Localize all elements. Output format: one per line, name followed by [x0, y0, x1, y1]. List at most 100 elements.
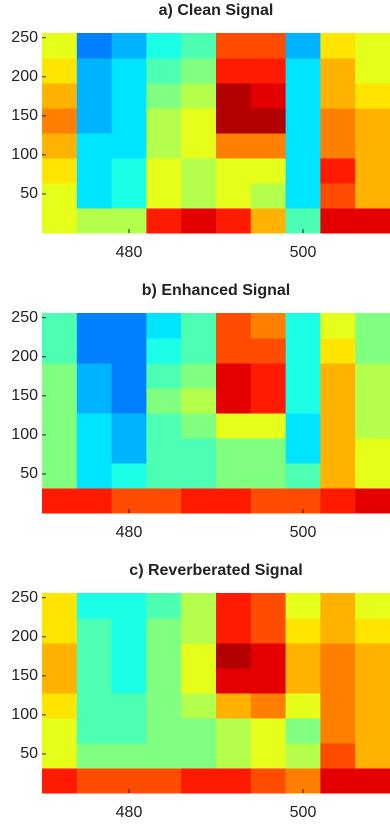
heatmap-cell [250, 158, 287, 184]
heatmap-cell [355, 413, 390, 439]
heatmap-cell [285, 158, 321, 184]
heatmap-cell [181, 668, 217, 694]
heatmap-cell [250, 593, 287, 619]
heatmap-cell [42, 363, 78, 389]
heatmap-cell [181, 208, 217, 234]
heatmap-cell [320, 668, 356, 694]
heatmap-cell [250, 208, 287, 234]
heatmap-cell [355, 768, 390, 794]
heatmap-cell [42, 183, 78, 209]
heatmap-cell [285, 438, 321, 464]
heatmap-cell [216, 58, 252, 84]
heatmap-cell [355, 133, 390, 159]
heatmap-cell [76, 618, 113, 644]
heatmap-cell [320, 363, 356, 389]
heatmap-cell [146, 743, 182, 769]
heatmap-cell [42, 743, 78, 769]
heatmap-cell [320, 183, 356, 209]
heatmap-cell [76, 133, 113, 159]
heatmap-cell [250, 438, 287, 464]
heatmap-cell [250, 313, 287, 339]
heatmap-cell [181, 618, 217, 644]
heatmap-cell [216, 413, 252, 439]
heatmap-cell [181, 363, 217, 389]
x-tick-label: 480 [116, 524, 143, 541]
heatmap-cell [76, 313, 113, 339]
heatmap-cell [216, 338, 252, 364]
heatmap-cell [111, 183, 147, 209]
y-tick-label: 150 [11, 107, 38, 124]
heatmap-cell [250, 718, 287, 744]
heatmap-cell [76, 438, 113, 464]
heatmap-cell [181, 58, 217, 84]
heatmap-cell [355, 338, 390, 364]
heatmap-cell [355, 643, 390, 669]
heatmap-cell [146, 488, 182, 514]
heatmap-cell [146, 668, 182, 694]
heatmap-cell [111, 133, 147, 159]
heatmap-cell [42, 33, 78, 59]
y-tick-label: 250 [11, 589, 38, 606]
heatmap-cell [42, 593, 78, 619]
heatmap-cell [146, 413, 182, 439]
heatmap-cell [76, 743, 113, 769]
heatmap-cell [146, 338, 182, 364]
y-tick-label: 100 [11, 146, 38, 163]
heatmap-cell [320, 313, 356, 339]
heatmap-cell [320, 463, 356, 489]
heatmap-cell [320, 388, 356, 414]
heatmap-cell [111, 593, 147, 619]
heatmap-cell [216, 618, 252, 644]
heatmap-cell [320, 33, 356, 59]
panel-title: c) Reverberated Signal [129, 562, 302, 579]
heatmap-cell [181, 593, 217, 619]
heatmap-cell [355, 58, 390, 84]
heatmap-cell [76, 718, 113, 744]
heatmap-cell [76, 83, 113, 109]
y-tick-label: 150 [11, 667, 38, 684]
heatmap-cell [111, 58, 147, 84]
heatmap-cell [320, 208, 356, 234]
heatmap-cell [181, 768, 217, 794]
heatmap-cell [181, 183, 217, 209]
y-tick-label: 200 [11, 348, 38, 365]
heatmap-cell [320, 643, 356, 669]
heatmap-cell [285, 463, 321, 489]
heatmap-cell [76, 693, 113, 719]
heatmap-cell [42, 208, 78, 234]
heatmap-cell [320, 438, 356, 464]
heatmap-cell [355, 388, 390, 414]
heatmap-cell [42, 668, 78, 694]
heatmap-cell [216, 438, 252, 464]
heatmap-cell [111, 743, 147, 769]
heatmap-cell [355, 438, 390, 464]
heatmap-cell [42, 58, 78, 84]
heatmap-cell [355, 488, 390, 514]
heatmap-cell [285, 313, 321, 339]
heatmap-cell [76, 338, 113, 364]
heatmap-cell [250, 413, 287, 439]
heatmap-cell [320, 718, 356, 744]
heatmap-cell [285, 108, 321, 134]
heatmap-cell [250, 388, 287, 414]
heatmap-cell [355, 743, 390, 769]
heatmap-cell [42, 388, 78, 414]
y-tick-label: 50 [20, 465, 38, 482]
heatmap-cell [250, 618, 287, 644]
heatmap-cell [355, 313, 390, 339]
heatmap-cell [320, 83, 356, 109]
heatmap-cell [181, 413, 217, 439]
y-tick-label: 150 [11, 387, 38, 404]
heatmap-cell [320, 158, 356, 184]
heatmap-cell [146, 133, 182, 159]
heatmap-cell [250, 338, 287, 364]
heatmap-cell [111, 463, 147, 489]
y-tick-label: 250 [11, 309, 38, 326]
heatmap-cell [250, 743, 287, 769]
heatmap-cell [146, 83, 182, 109]
heatmap-cell [355, 463, 390, 489]
heatmap-cell [285, 58, 321, 84]
heatmap-cell [216, 83, 252, 109]
heatmap-cell [355, 593, 390, 619]
heatmap-cell [250, 83, 287, 109]
